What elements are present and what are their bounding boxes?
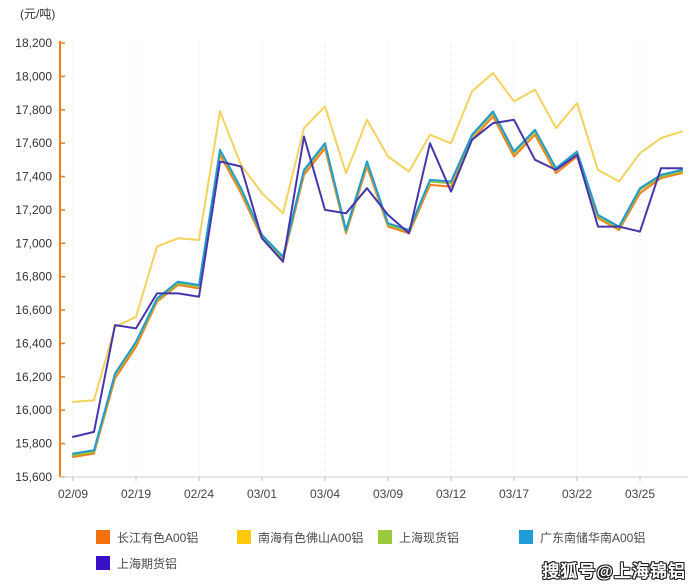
legend-swatch-guangdong: [519, 530, 533, 544]
legend-item-changjiang: 长江有色A00铝: [96, 529, 237, 546]
legend-swatch-nanhai: [237, 530, 251, 544]
legend-item-nanhai: 南海有色佛山A00铝: [237, 529, 378, 546]
svg-text:17,000: 17,000: [15, 236, 52, 250]
svg-text:16,400: 16,400: [15, 336, 52, 350]
watermark: 搜狐号@上海锦铝: [542, 562, 686, 581]
svg-text:17,400: 17,400: [15, 170, 52, 184]
legend-label-nanhai: 南海有色佛山A00铝: [258, 530, 364, 545]
unit-label: (元/吨): [20, 7, 55, 21]
gridlines: [72, 43, 641, 477]
svg-text:15,800: 15,800: [15, 437, 52, 451]
legend-item-shanghai-spot: 上海现货铝: [378, 529, 519, 546]
svg-text:16,000: 16,000: [15, 403, 52, 417]
svg-text:18,200: 18,200: [15, 36, 52, 50]
svg-text:17,200: 17,200: [15, 203, 52, 217]
legend-label-changjiang: 长江有色A00铝: [117, 530, 199, 545]
svg-text:03/17: 03/17: [499, 487, 529, 501]
legend-swatch-changjiang: [96, 530, 110, 544]
legend: 长江有色A00铝 南海有色佛山A00铝 上海现货铝 广东南储华南A00铝 上海期…: [0, 524, 692, 576]
legend-row-1: 长江有色A00铝 南海有色佛山A00铝 上海现货铝 广东南储华南A00铝: [96, 524, 692, 550]
legend-label-shanghai-futures: 上海期货铝: [117, 556, 178, 571]
svg-text:03/25: 03/25: [625, 487, 655, 501]
legend-label-guangdong: 广东南储华南A00铝: [540, 530, 646, 545]
svg-text:03/12: 03/12: [436, 487, 466, 501]
svg-text:16,200: 16,200: [15, 370, 52, 384]
legend-swatch-shanghai-spot: [378, 530, 392, 544]
axes: [59, 41, 688, 481]
y-axis-labels: 15,600 15,800 16,000 16,200 16,400 16,600 16,8…: [15, 36, 52, 484]
svg-text:03/09: 03/09: [373, 487, 403, 501]
legend-label-shanghai-spot: 上海现货铝: [399, 530, 460, 545]
svg-text:18,000: 18,000: [15, 69, 52, 83]
svg-text:02/19: 02/19: [121, 487, 151, 501]
series-lines: [72, 72, 683, 458]
x-axis-labels: 02/09 02/19 02/24 03/01 03/04 03/09 03/12 03/17…: [58, 487, 655, 501]
legend-swatch-shanghai-futures: [96, 556, 110, 570]
svg-text:03/01: 03/01: [247, 487, 277, 501]
svg-text:16,800: 16,800: [15, 270, 52, 284]
legend-item-guangdong: 广东南储华南A00铝: [519, 529, 679, 546]
svg-text:16,600: 16,600: [15, 303, 52, 317]
svg-text:17,600: 17,600: [15, 136, 52, 150]
svg-text:02/24: 02/24: [184, 487, 214, 501]
legend-item-shanghai-futures: 上海期货铝: [96, 555, 237, 572]
svg-text:02/09: 02/09: [58, 487, 88, 501]
legend-row-2: 上海期货铝: [96, 550, 692, 576]
svg-text:03/04: 03/04: [310, 487, 340, 501]
svg-text:17,800: 17,800: [15, 103, 52, 117]
chart-canvas: (元/吨) 15,600 15,800 16,000 16,200 16,400 16,6…: [15, 7, 688, 501]
svg-text:03/22: 03/22: [562, 487, 592, 501]
svg-text:15,600: 15,600: [15, 470, 52, 484]
